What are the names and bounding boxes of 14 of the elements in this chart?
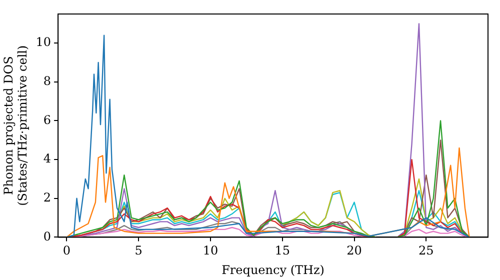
x-tick-label: 20 (346, 244, 362, 258)
y-tick-label: 6 (43, 112, 52, 127)
y-tick-label: 2 (43, 190, 52, 205)
y-tick-label: 4 (43, 152, 52, 166)
x-tick-label: 5 (134, 244, 142, 258)
y-tick-label: 10 (36, 35, 52, 50)
x-tick-label: 15 (274, 244, 290, 258)
y-tick-label: 8 (43, 74, 52, 88)
x-tick-label: 10 (202, 244, 218, 258)
x-tick-label: 25 (418, 244, 434, 258)
x-tick-label: 0 (62, 244, 71, 258)
x-axis-title: Frequency (THz) (222, 262, 324, 277)
y-tick-label: 0 (43, 229, 52, 244)
y-axis-title: Phonon projected DOS (States/THz·primitive cell) (1, 45, 30, 206)
